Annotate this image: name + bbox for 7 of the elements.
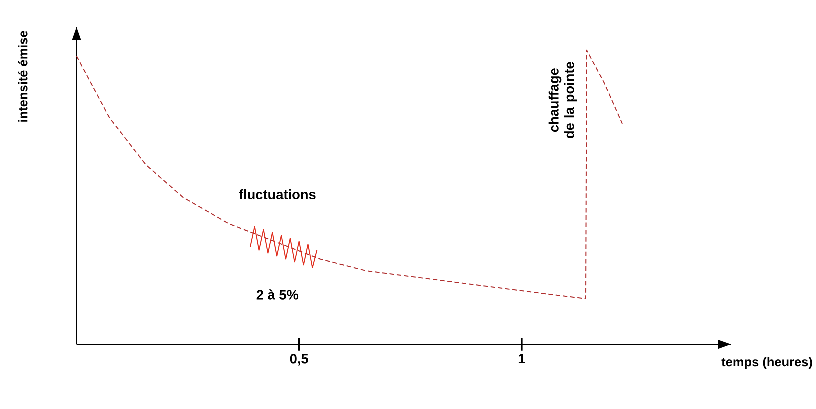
annotation: fluctuations — [239, 189, 316, 200]
x-tick-label: 1 — [518, 354, 526, 364]
y-axis-title: intensité émise — [18, 30, 28, 122]
x-tick-label: 0,5 — [290, 354, 308, 366]
annotation: 2 à 5% — [256, 289, 299, 300]
x-axis-title: temps (heures) — [722, 357, 812, 369]
annotation: chauffage de la pointe — [548, 62, 578, 138]
